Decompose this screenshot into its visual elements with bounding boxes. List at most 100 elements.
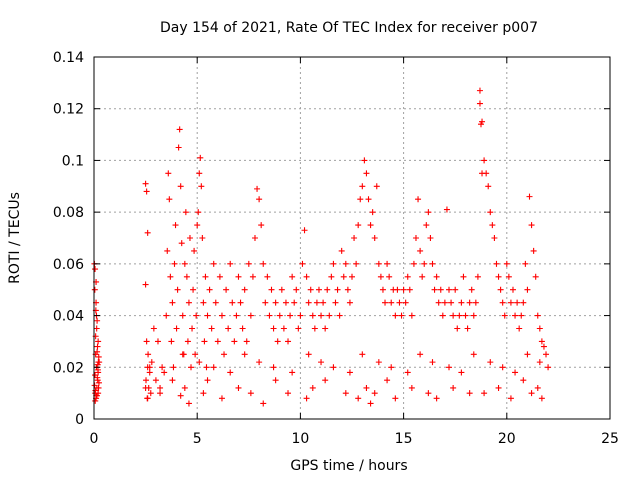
x-tick-label: 20 <box>498 431 516 447</box>
data-point <box>92 387 99 394</box>
data-point <box>210 364 217 371</box>
data-point <box>95 353 102 360</box>
data-point <box>336 312 343 319</box>
data-point <box>516 325 523 332</box>
data-point <box>169 299 176 306</box>
data-point <box>528 390 535 397</box>
data-point <box>375 260 382 267</box>
data-point <box>388 299 395 306</box>
data-point <box>174 286 181 293</box>
data-point <box>144 395 151 402</box>
data-point <box>196 359 203 366</box>
data-point <box>167 273 174 280</box>
data-point <box>154 338 161 345</box>
data-point <box>163 312 170 319</box>
data-point <box>481 157 488 164</box>
data-point <box>177 392 184 399</box>
data-point <box>452 286 459 293</box>
data-point <box>260 260 267 267</box>
data-point <box>193 312 200 319</box>
data-point <box>499 299 506 306</box>
data-point <box>192 351 199 358</box>
data-point <box>446 286 453 293</box>
data-point <box>303 395 310 402</box>
data-point <box>225 325 232 332</box>
data-point <box>437 286 444 293</box>
data-point <box>415 196 422 203</box>
data-point <box>195 209 202 216</box>
data-point <box>145 351 152 358</box>
data-point <box>183 273 190 280</box>
data-point <box>421 260 428 267</box>
data-point <box>189 325 196 332</box>
data-point <box>318 312 325 319</box>
data-point <box>530 247 537 254</box>
data-point <box>425 390 432 397</box>
data-point <box>514 299 521 306</box>
data-point <box>278 286 285 293</box>
data-point <box>363 170 370 177</box>
data-point <box>334 286 341 293</box>
data-point <box>305 351 312 358</box>
y-tick-label: 0.14 <box>53 50 84 66</box>
data-point <box>280 325 287 332</box>
data-point <box>520 377 527 384</box>
data-point <box>487 209 494 216</box>
data-point <box>443 206 450 213</box>
data-point <box>199 235 206 241</box>
data-point <box>454 325 461 332</box>
data-point <box>404 273 411 280</box>
data-point <box>233 312 240 319</box>
data-point <box>497 286 504 293</box>
data-point <box>293 286 300 293</box>
data-point <box>247 312 254 319</box>
data-point <box>291 299 298 306</box>
data-point <box>400 286 407 293</box>
data-point <box>468 286 475 293</box>
data-point <box>229 299 236 306</box>
data-point <box>142 384 149 391</box>
data-point <box>466 299 473 306</box>
data-point <box>264 273 271 280</box>
data-point <box>235 384 242 391</box>
data-point <box>408 384 415 391</box>
data-point <box>359 183 366 190</box>
data-point <box>344 286 351 293</box>
data-point <box>371 390 378 397</box>
data-point <box>218 312 225 319</box>
data-point <box>92 397 99 404</box>
data-point <box>410 260 417 267</box>
data-point <box>241 351 248 358</box>
data-point <box>307 286 314 293</box>
data-point <box>143 188 150 195</box>
data-point <box>439 312 446 319</box>
y-tick-label: 0.02 <box>53 360 84 376</box>
data-point <box>481 390 488 397</box>
data-point <box>146 369 153 376</box>
data-point <box>359 351 366 358</box>
data-point <box>472 299 479 306</box>
data-point <box>161 369 168 376</box>
data-point <box>495 384 502 391</box>
data-point <box>456 312 463 319</box>
data-point <box>309 384 316 391</box>
data-point <box>474 273 481 280</box>
data-point <box>196 170 203 177</box>
y-tick-label: 0.06 <box>53 257 84 273</box>
data-point <box>243 338 250 345</box>
data-point <box>396 299 403 306</box>
data-point <box>185 400 192 407</box>
data-point <box>534 312 541 319</box>
data-point <box>94 348 101 355</box>
data-point <box>272 299 279 306</box>
data-point <box>311 325 318 332</box>
data-point <box>221 351 228 358</box>
data-point <box>198 183 205 190</box>
data-point <box>95 338 102 345</box>
data-point <box>204 377 211 384</box>
data-point <box>262 299 269 306</box>
data-point <box>181 260 188 267</box>
y-tick-label: 0 <box>75 412 84 428</box>
y-axis-label: ROTI / TECUs <box>7 192 23 284</box>
